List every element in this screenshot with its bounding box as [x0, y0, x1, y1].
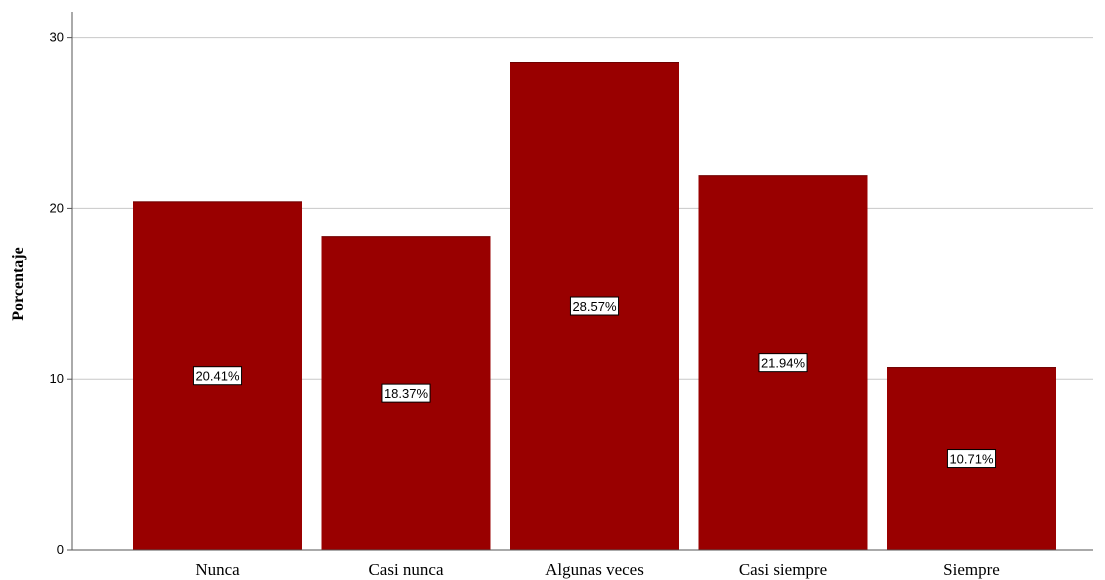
data-label-box	[569, 296, 620, 316]
x-tick-label: Casi siempre	[739, 560, 827, 579]
y-axis-ticks: 0 10 20 30	[50, 30, 72, 557]
data-label-text: 28.57%	[572, 299, 617, 314]
data-label: 21.94%	[758, 353, 808, 373]
data-label: 18.37%	[381, 383, 431, 403]
x-tick-label: Nunca	[195, 560, 240, 579]
data-label: 10.71%	[946, 449, 997, 469]
data-label-box	[758, 353, 808, 373]
data-label-text: 21.94%	[761, 356, 806, 371]
x-axis-labels: Nunca Casi nunca Algunas veces Casi siempre…	[195, 560, 1000, 579]
y-tick-label: 10	[50, 371, 64, 386]
x-tick-label: Siempre	[943, 560, 1000, 579]
x-tick-label: Algunas veces	[545, 560, 644, 579]
data-label: 28.57%	[569, 296, 620, 316]
y-axis-title: Porcentaje	[10, 247, 27, 320]
x-tick-label: Casi nunca	[368, 560, 444, 579]
data-label: 20.41%	[192, 366, 243, 386]
data-labels: 20.41% 18.37% 28.57% 21.94% 10.71%	[192, 296, 997, 469]
data-label-text: 20.41%	[195, 369, 240, 384]
axes	[71, 12, 1093, 551]
y-tick-label: 20	[50, 200, 64, 215]
data-label-box	[192, 366, 243, 386]
y-tick-label: 30	[50, 30, 64, 45]
data-label-box	[381, 383, 431, 403]
data-label-text: 18.37%	[384, 386, 429, 401]
data-label-box	[946, 449, 997, 469]
y-tick-label: 0	[57, 542, 64, 557]
data-label-text: 10.71%	[949, 452, 994, 467]
